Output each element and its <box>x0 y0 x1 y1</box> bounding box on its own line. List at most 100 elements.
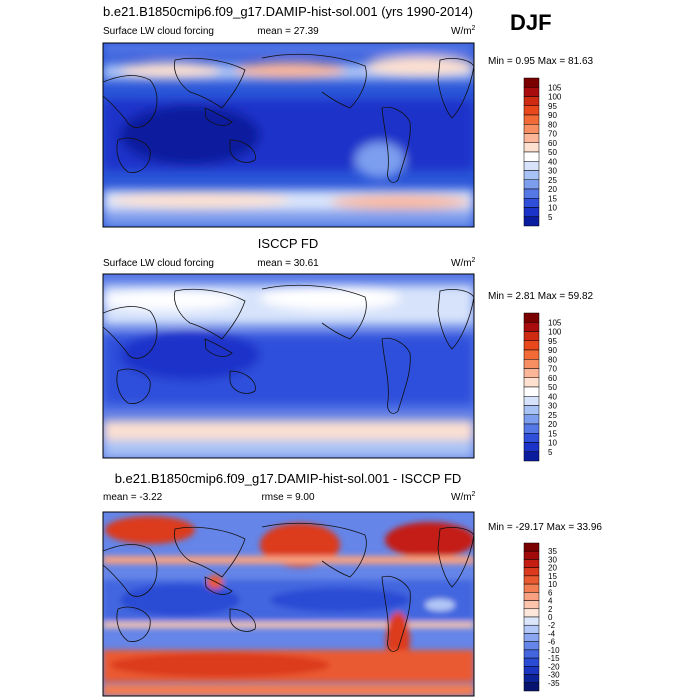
rmse-label: rmse = 9.00 <box>261 492 315 503</box>
colorbar-tick-label: 40 <box>548 157 557 166</box>
colorbar-tick-label: -2 <box>548 621 556 630</box>
coastlines <box>103 53 474 183</box>
colorbar-swatch <box>523 592 540 601</box>
colorbar-swatch <box>523 179 540 190</box>
colorbar-tick-label: 5 <box>548 448 553 457</box>
colorbar-tick-label: 25 <box>548 176 557 185</box>
colorbar-swatch <box>523 433 540 443</box>
colorbar-swatch <box>523 575 540 585</box>
colorbar-tick-label: 30 <box>548 402 557 411</box>
colorbar-tick-label: 15 <box>548 194 557 203</box>
colorbar-tick-label: 30 <box>548 167 557 176</box>
map-field <box>103 274 474 458</box>
season-label: DJF <box>510 10 552 35</box>
colorbar-tick-label: 50 <box>548 148 557 157</box>
colorbar-swatch <box>523 133 540 143</box>
colorbar-swatch <box>523 608 540 618</box>
colorbar-tick-label: 10 <box>548 580 557 589</box>
colorbar-tick-label: -4 <box>548 629 556 638</box>
colorbar-swatch <box>523 682 540 692</box>
colorbar-tick-label: 10 <box>548 439 557 448</box>
colorbar-swatch <box>523 331 540 341</box>
colorbar-swatch <box>523 188 540 199</box>
colorbar-tick-label: -30 <box>548 671 560 680</box>
colorbar-tick-label: 20 <box>548 564 557 573</box>
colorbar-swatch <box>523 414 540 425</box>
colorbar-tick-label: 15 <box>548 429 557 438</box>
colorbar-swatch <box>523 198 540 208</box>
colorbar-swatch <box>523 340 540 351</box>
colorbar-swatch <box>523 624 540 634</box>
colorbar-tick-label: 100 <box>548 328 562 337</box>
colorbar-tick-label: 20 <box>548 420 557 429</box>
colorbar-swatch <box>523 600 540 610</box>
colorbar-swatch <box>523 649 540 659</box>
colorbar-swatch <box>523 666 540 675</box>
map-frame <box>102 511 475 697</box>
colorbar-tick-label: 40 <box>548 392 557 401</box>
map-frame <box>102 273 475 459</box>
units-label: W/m2 <box>451 25 476 37</box>
colorbar-swatch <box>523 377 540 388</box>
colorbar-tick-label: 0 <box>548 613 553 622</box>
panel-title: ISCCP FD <box>258 236 318 251</box>
colorbar-tick-label: 60 <box>548 139 557 148</box>
colorbar-swatch <box>523 170 540 180</box>
colorbar-tick-label: 20 <box>548 185 557 194</box>
colorbar-tick-label: -15 <box>548 654 560 663</box>
map-field <box>103 512 474 696</box>
mean-label: mean = 30.61 <box>257 258 319 269</box>
colorbar-swatch <box>523 105 540 116</box>
colorbar-swatch <box>523 559 540 568</box>
colorbar-swatch <box>523 451 540 462</box>
colorbar-tick-label: 70 <box>548 130 557 139</box>
colorbar-swatch <box>523 423 540 434</box>
colorbar-tick-label: 105 <box>548 318 562 327</box>
colorbar-tick-label: -20 <box>548 662 560 671</box>
colorbar-tick-label: 105 <box>548 83 562 92</box>
colorbar-swatch <box>523 641 540 651</box>
panel-difference: b.e21.B1850cmip6.f09_g17.DAMIP-hist-sol.… <box>102 471 602 697</box>
colorbar-tick-label: 80 <box>548 355 557 364</box>
colorbar-swatch <box>523 216 540 227</box>
colorbar-tick-label: 6 <box>548 588 553 597</box>
coastlines <box>103 284 474 414</box>
units-label: W/m2 <box>451 257 476 269</box>
panel-title: b.e21.B1850cmip6.f09_g17.DAMIP-hist-sol.… <box>103 4 473 19</box>
colorbar-tick-label: 95 <box>548 102 557 111</box>
panel-observation: ISCCP FD Surface LW cloud forcing mean =… <box>102 236 594 462</box>
colorbar-tick-label: 90 <box>548 111 557 120</box>
colorbar-tick-label: 50 <box>548 383 557 392</box>
colorbar-swatch <box>523 633 540 642</box>
mean-label: mean = 27.39 <box>257 26 319 37</box>
colorbar-tick-label: 15 <box>548 572 557 581</box>
map-field <box>103 43 474 227</box>
colorbar-tick-label: 25 <box>548 411 557 420</box>
colorbar-swatch <box>523 359 540 369</box>
colorbar-tick-label: 90 <box>548 346 557 355</box>
colorbar-swatch <box>523 77 540 88</box>
colorbar-swatch <box>523 368 540 378</box>
colorbar-swatch <box>523 142 540 153</box>
colorbar-swatch <box>523 87 540 97</box>
mean-label: mean = -3.22 <box>103 492 163 503</box>
colorbar-swatch <box>523 442 540 452</box>
colorbar-tick-label: 35 <box>548 547 557 556</box>
colorbar-swatch <box>523 657 540 667</box>
coastlines <box>103 522 474 652</box>
colorbar-swatch <box>523 207 540 217</box>
colorbar-swatch <box>523 396 540 406</box>
colorbar-swatch <box>523 583 540 593</box>
colorbar-swatch <box>523 96 540 106</box>
colorbar-tick-label: -6 <box>548 638 556 647</box>
colorbar-swatch <box>523 161 540 171</box>
field-label: Surface LW cloud forcing <box>103 258 214 269</box>
colorbar-tick-label: 4 <box>548 597 553 606</box>
colorbar-swatch <box>523 114 540 125</box>
colorbar-tick-label: -35 <box>548 679 560 688</box>
panel-model: b.e21.B1850cmip6.f09_g17.DAMIP-hist-sol.… <box>102 4 594 228</box>
